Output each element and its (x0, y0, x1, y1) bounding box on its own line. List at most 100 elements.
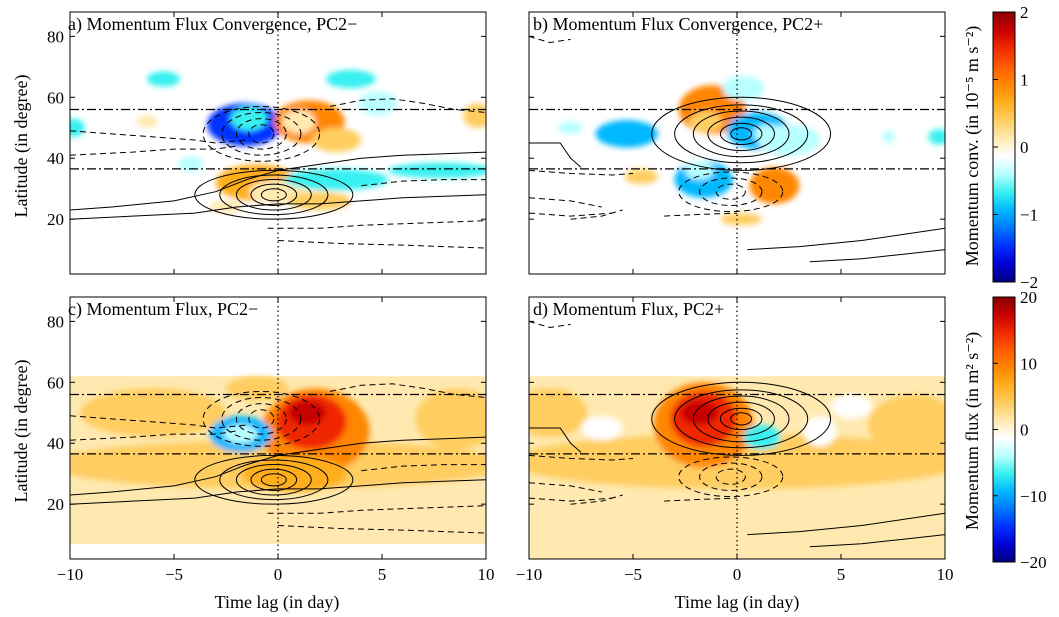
panel-d-blob-1 (529, 388, 588, 438)
panel-b-isoline-0 (529, 142, 582, 168)
panel-b-isoline-3 (529, 169, 634, 176)
panel-a-isoline-6 (277, 240, 486, 249)
panel-a-contour-1-0 (248, 124, 275, 144)
panel-a-contour-0-0 (260, 188, 287, 202)
panel-c-xtick-label-1: −5 (165, 565, 183, 584)
panel-d-title: d) Momentum Flux, PC2+ (533, 299, 724, 320)
panel-d-isoline-6 (529, 497, 613, 502)
panel-c-isoline-6 (277, 525, 486, 534)
panel-c-ytick-label-1: 40 (47, 434, 64, 453)
panel-b-contour-1-0 (715, 183, 746, 200)
panel-b-blob-10 (757, 124, 821, 156)
panel-d-xtick-label-2: 0 (733, 565, 742, 584)
panel-a-field (70, 12, 486, 274)
panel-c-title: c) Momentum Flux, PC2− (68, 299, 258, 320)
panel-d-contour-1-1 (699, 462, 763, 491)
panel-c-contour-0-2 (235, 464, 312, 496)
panel-d-xtick-label-0: −10 (516, 565, 543, 584)
panel-a-contour-1-2 (221, 112, 302, 156)
panel-a-blob-14 (136, 115, 158, 128)
panel-b-blob-14 (720, 213, 762, 226)
panel-d-blob-7 (581, 415, 623, 441)
panel-b-contour-0-3 (692, 110, 790, 158)
panel-c-xtick-label-4: 10 (478, 565, 495, 584)
panel-a-ytick-label-3: 80 (47, 27, 64, 46)
panel-b-isoline-7 (664, 212, 738, 217)
panel-c-isoline-2 (70, 415, 247, 429)
panel-b-contour-1-2 (678, 171, 784, 213)
panel-a-contour-0-4 (194, 169, 354, 220)
panel-a-contour-0-2 (235, 179, 312, 211)
panel-b-contour-0-0 (730, 127, 753, 141)
panel-a-blob-15 (70, 118, 85, 137)
colorbar-conv-tick-label-4: −2 (1020, 273, 1038, 292)
panel-c-blob-10 (70, 501, 486, 538)
panel-c-contour-1-3 (202, 390, 321, 447)
panel-c-contour-1-2 (221, 397, 302, 441)
panel-b-title: b) Momentum Flux Convergence, PC2+ (533, 14, 823, 35)
panel-d-isoline-1 (747, 512, 945, 536)
panel-c-contour-1-1 (235, 403, 287, 435)
panel-a-title: a) Momentum Flux Convergence, PC2− (68, 14, 357, 35)
colorbar-flux-tick-label-1: 10 (1020, 354, 1037, 373)
panel-a-contour-0-1 (250, 183, 298, 206)
panel-c-xtick-label-2: 0 (274, 565, 283, 584)
panel-a: 20 40 60 80 (47, 11, 487, 275)
panel-a-contours (70, 98, 486, 249)
panel-b-isoline-4 (529, 197, 602, 208)
panel-b-blob-1 (689, 111, 723, 133)
colorbar-flux-tick-label-0: 20 (1020, 288, 1037, 307)
panel-b-blob-12 (882, 130, 896, 144)
panel-b-blob-13 (928, 129, 945, 145)
panel-c-isoline-1 (70, 479, 486, 505)
panel-c-isoline-7 (361, 464, 486, 472)
panel-b-isoline-2 (809, 249, 945, 263)
colorbar-conv-label: Momentum conv. (in 10⁻⁵ m s⁻²) (962, 26, 983, 267)
panel-d-contours (529, 320, 945, 548)
panel-b-contour-0-2 (707, 116, 775, 152)
panel-d-isoline-4 (529, 482, 602, 493)
panel-c-contour-0-1 (250, 468, 298, 491)
panel-b-isoline-5 (529, 35, 571, 44)
panel-c-contours (70, 383, 486, 534)
panel-c-ytick-label-0: 20 (47, 495, 64, 514)
panel-c-ylabel: Latitude (in degree) (11, 360, 32, 503)
panel-d-isoline-0 (529, 427, 582, 453)
panel-c-blob-9 (226, 376, 289, 401)
panel-a-isoline-2 (70, 130, 247, 144)
panel-c-blob-5 (288, 400, 326, 425)
panel-b-contour-0-1 (719, 122, 763, 146)
panel-d-contour-0-2 (707, 401, 775, 437)
panel-a-contour-1-3 (202, 105, 321, 162)
panel-b-blob-5 (595, 120, 658, 148)
panel-b-blob-7 (685, 161, 715, 180)
panel-c-contour-0-3 (219, 459, 329, 501)
panel-b-contours (529, 35, 945, 263)
panel-d-contour-0-3 (692, 395, 790, 443)
panel-b-blob-9 (624, 168, 658, 185)
panel-a-blob-11 (359, 91, 397, 116)
panel-d-xtick-label-1: −5 (624, 565, 642, 584)
colorbar-flux-label: Momentum flux (in m² s⁻²) (962, 332, 983, 530)
panel-c-xtick-label-0: −10 (57, 565, 84, 584)
panel-d-contour-0-1 (719, 407, 763, 431)
panel-c-xtick-label-3: 5 (378, 565, 387, 584)
panel-a-ytick-label-2: 60 (47, 88, 64, 107)
panel-d-contour-1-2 (678, 456, 784, 498)
panel-b-isoline-8 (570, 209, 623, 220)
panel-c-isoline-3 (70, 430, 237, 441)
panel-d-xlabel: Time lag (in day) (675, 592, 800, 613)
colorbar-flux-tick-label-3: −10 (1020, 487, 1047, 506)
panel-c-contour-1-0 (248, 409, 275, 429)
panel-b-blob-4 (722, 75, 765, 101)
panel-d-contour-0-5 (651, 381, 832, 456)
panel-b (528, 11, 946, 275)
colorbar-flux-tick-label-2: 0 (1020, 421, 1029, 440)
panel-c-ytick-label-3: 80 (47, 312, 64, 331)
panel-b-contour-1-1 (699, 177, 763, 206)
panel-d-isoline-2 (809, 534, 945, 548)
panel-b-isoline-1 (747, 227, 945, 251)
panel-a-contour-0-3 (219, 174, 329, 216)
panel-d-blob-5 (680, 400, 719, 425)
panel-d-isoline-8 (570, 494, 623, 505)
